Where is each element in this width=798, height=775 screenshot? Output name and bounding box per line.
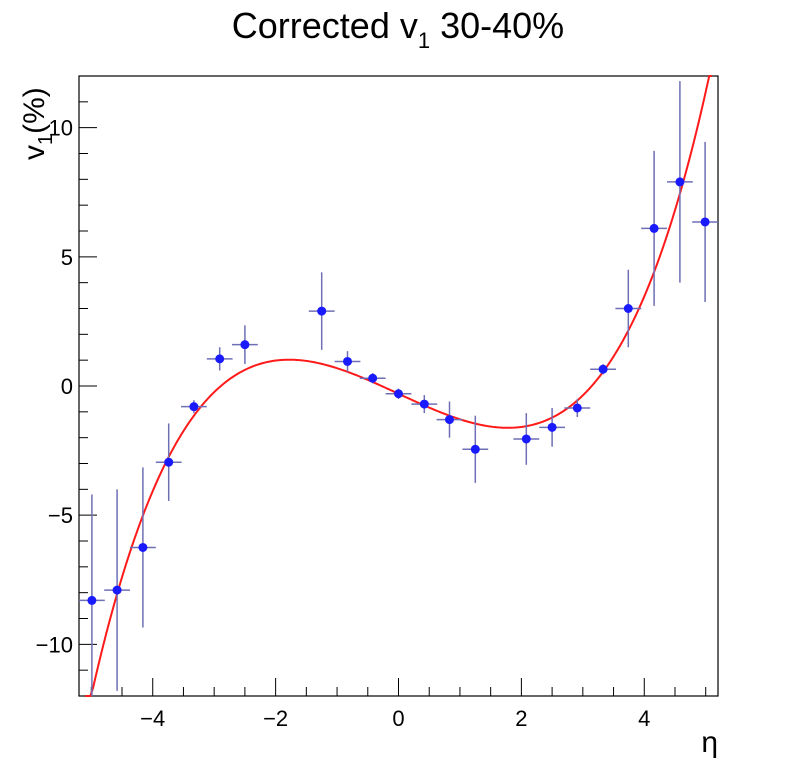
y-tick-label: 0 [61, 374, 73, 399]
point-marker [470, 444, 480, 454]
plot-frame [78, 75, 719, 697]
point-marker [138, 542, 148, 552]
data-point [359, 373, 386, 384]
y-axis-label-subscript: 1 [35, 134, 57, 145]
point-marker [368, 373, 378, 383]
data-point [539, 407, 566, 447]
x-tick-label: 0 [392, 706, 404, 731]
y-axis-label: v1(%) [18, 87, 57, 160]
point-marker [623, 304, 633, 313]
point-marker [521, 434, 531, 444]
point-marker [675, 177, 685, 187]
x-axis-label: η [701, 726, 718, 759]
data-point [155, 423, 182, 501]
fit-curve-line [85, 75, 712, 697]
data-point [641, 150, 668, 306]
data-point [206, 347, 233, 371]
point-marker [240, 340, 250, 350]
point-marker [547, 422, 557, 432]
data-point [308, 272, 335, 350]
point-marker [444, 415, 454, 425]
data-point [692, 141, 718, 303]
y-tick-label: −10 [36, 632, 73, 657]
point-marker [189, 402, 199, 412]
y-axis-ticks: −10 −5 0 5 10 [36, 75, 97, 671]
y-tick-label: 10 [49, 116, 73, 141]
point-marker [317, 306, 327, 316]
data-point [590, 364, 617, 375]
point-marker [649, 223, 659, 233]
data-points-group [79, 81, 718, 696]
data-point [104, 489, 130, 691]
point-marker [394, 389, 403, 399]
point-marker [419, 399, 429, 409]
point-marker [164, 457, 174, 467]
data-point [615, 269, 642, 348]
y-tick-label: −5 [48, 503, 73, 528]
data-point [129, 467, 156, 628]
point-marker [572, 403, 582, 413]
data-point [334, 351, 361, 372]
data-point [513, 413, 540, 465]
data-point [231, 325, 258, 365]
point-marker [215, 354, 225, 364]
y-axis-label-suffix: (%) [18, 87, 51, 134]
point-marker [87, 595, 97, 605]
point-marker [700, 217, 710, 227]
chart-title-suffix: 30-40% [430, 5, 564, 46]
x-tick-label: −4 [140, 706, 165, 731]
point-marker [598, 364, 608, 374]
data-point [667, 81, 693, 283]
x-tick-label: 2 [515, 706, 527, 731]
x-tick-label: 4 [638, 706, 650, 731]
data-point [564, 398, 591, 417]
data-point [79, 494, 105, 696]
data-point [462, 415, 489, 483]
data-point [180, 400, 207, 414]
x-axis-ticks: −4 −2 0 2 4 [90, 678, 707, 731]
point-marker [112, 585, 122, 595]
x-tick-label: −2 [263, 706, 288, 731]
data-point [385, 388, 412, 399]
chart-title-subscript: 1 [418, 28, 430, 53]
data-point [411, 395, 438, 414]
chart-title: Corrected v1 30-40% [232, 5, 564, 53]
y-tick-label: 5 [61, 245, 73, 270]
data-point [436, 401, 463, 438]
fit-curve-group [85, 75, 712, 697]
point-marker [343, 356, 353, 366]
